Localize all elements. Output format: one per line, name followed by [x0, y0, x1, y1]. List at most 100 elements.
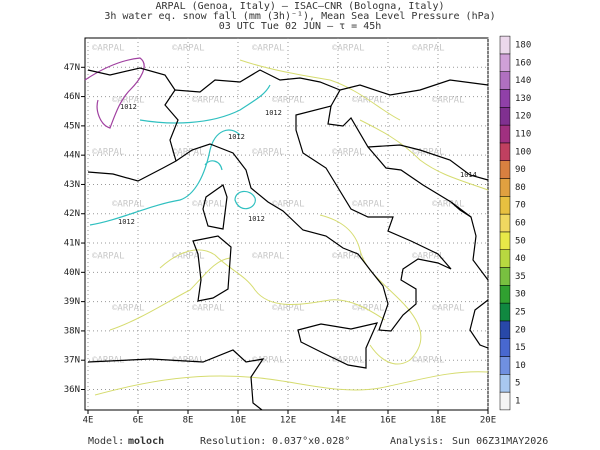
watermark: ©ARPAL [272, 200, 305, 210]
watermark: ©ARPAL [112, 200, 145, 210]
colorbar-box [499, 178, 511, 197]
footer-value: 0.037°x0.028° [272, 436, 350, 447]
watermark: ©ARPAL [172, 356, 205, 366]
watermark: ©ARPAL [332, 356, 365, 366]
border [87, 67, 176, 91]
watermark: ©ARPAL [172, 44, 205, 54]
grid [81, 38, 489, 414]
lat-tick-label: 47N [64, 63, 80, 73]
watermark: ©ARPAL [272, 304, 305, 314]
lon-tick-label: 20E [480, 416, 496, 426]
watermark: ©ARPAL [332, 148, 365, 158]
colorbar-box [499, 249, 511, 268]
colorbar-label: 180 [515, 41, 531, 51]
watermark: ©ARPAL [432, 304, 465, 314]
colorbar-label: 110 [515, 130, 531, 140]
lon-tick-label: 14E [330, 416, 346, 426]
watermark: ©ARPAL [252, 252, 285, 262]
watermark: ©ARPAL [352, 200, 385, 210]
contour-label: 1012 [265, 109, 282, 117]
contour-label: 1012 [228, 133, 245, 141]
lon-tick-label: 6E [133, 416, 144, 426]
watermark: ©ARPAL [192, 96, 225, 106]
valid-time: 03 UTC Tue 02 JUN – τ = 45h [219, 21, 382, 32]
colorbar-box [499, 160, 511, 179]
border [450, 201, 472, 218]
watermark: ©ARPAL [92, 148, 125, 158]
border [164, 69, 341, 162]
corsica [202, 184, 228, 230]
colorbar-label: 35 [515, 272, 526, 282]
contour [94, 371, 489, 396]
colorbar-label: 60 [515, 219, 526, 229]
contour [359, 119, 489, 191]
contour [239, 59, 401, 121]
colorbar: 1510152025303540506070809010011012013014… [499, 35, 531, 411]
watermark: ©ARPAL [252, 148, 285, 158]
lon-tick-label: 8E [183, 416, 194, 426]
colorbar-box [499, 89, 511, 108]
contour [159, 249, 386, 321]
colorbar-label: 160 [515, 58, 531, 68]
colorbar-box [499, 107, 511, 126]
watermark: ©ARPAL [252, 356, 285, 366]
colorbar-label: 70 [515, 201, 526, 211]
colorbar-box [499, 302, 511, 322]
colorbar-box [499, 391, 511, 411]
title: ARPAL (Genoa, Italy) – ISAC–CNR (Bologna… [156, 1, 445, 12]
contour-label: 1012 [248, 215, 265, 223]
colorbar-box [499, 356, 511, 375]
colorbar-box [499, 320, 511, 339]
colorbar-label: 5 [515, 379, 520, 389]
footer-label: Model: [88, 436, 124, 447]
lat-tick-label: 38N [64, 326, 80, 336]
watermark: ©ARPAL [412, 44, 445, 54]
lon-tick-label: 12E [280, 416, 296, 426]
africa-coast [87, 349, 265, 411]
contour [319, 214, 422, 365]
colorbar-box [499, 71, 511, 90]
watermark: ©ARPAL [432, 200, 465, 210]
footer-label: Resolution: [200, 436, 266, 447]
lat-tick-label: 46N [64, 92, 80, 102]
watermark: ©ARPAL [112, 96, 145, 106]
border [367, 144, 489, 181]
coastline [87, 105, 489, 332]
colorbar-box [499, 35, 511, 55]
lat-tick-label: 45N [64, 121, 80, 131]
map-frame [84, 37, 489, 411]
colorbar-label: 50 [515, 236, 526, 246]
footer-value: moloch [128, 436, 164, 447]
colorbar-label: 30 [515, 290, 526, 300]
colorbar-box [499, 213, 511, 233]
watermark: ©ARPAL [112, 304, 145, 314]
watermark: ©ARPAL [172, 252, 205, 262]
watermark: ©ARPAL [352, 304, 385, 314]
colorbar-label: 80 [515, 183, 526, 193]
contour [89, 129, 241, 226]
contour [109, 257, 231, 331]
watermark: ©ARPAL [332, 44, 365, 54]
contour-label: 1012 [118, 218, 135, 226]
colorbar-label: 140 [515, 76, 531, 86]
colorbar-label: 10 [515, 361, 526, 371]
footer-value: Sun 06Z31MAY2026 [452, 436, 548, 447]
colorbar-label: 15 [515, 343, 526, 353]
contour [204, 160, 223, 171]
lat-tick-label: 41N [64, 239, 80, 249]
sicily [297, 322, 379, 369]
colorbar-label: 1 [515, 397, 520, 407]
lon-tick-label: 18E [430, 416, 446, 426]
watermark: ©ARPAL [432, 96, 465, 106]
colorbar-box [499, 285, 511, 304]
watermark: ©ARPAL [332, 252, 365, 262]
border [339, 79, 489, 96]
contour-label: 1014 [460, 171, 477, 179]
colorbar-box [499, 374, 511, 393]
contours: 1012 1012 1012 1012 1012 1014 [84, 57, 489, 396]
contour [139, 84, 271, 124]
colorbar-label: 40 [515, 254, 526, 264]
colorbar-box [499, 196, 511, 215]
watermark: ©ARPAL [92, 44, 125, 54]
